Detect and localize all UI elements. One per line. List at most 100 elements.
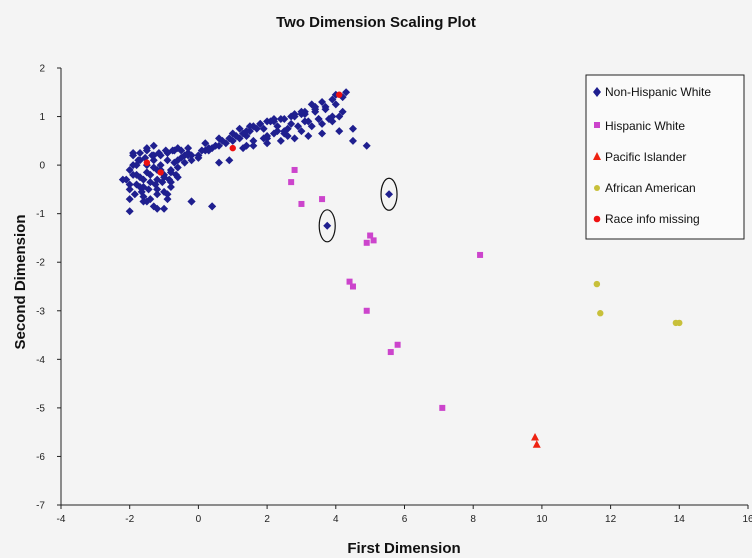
data-point bbox=[201, 139, 210, 148]
series-hispanic-white bbox=[288, 166, 484, 411]
data-point bbox=[160, 204, 169, 213]
data-point bbox=[153, 190, 162, 199]
data-point bbox=[180, 158, 189, 167]
data-point bbox=[531, 433, 540, 441]
data-point bbox=[280, 127, 289, 136]
data-point bbox=[235, 124, 244, 133]
x-tick-label: 4 bbox=[333, 514, 339, 525]
data-point bbox=[129, 148, 138, 157]
data-point bbox=[142, 168, 151, 177]
data-point bbox=[283, 131, 292, 140]
x-tick-label: 10 bbox=[536, 514, 548, 525]
data-point bbox=[394, 341, 401, 348]
data-point bbox=[319, 196, 326, 203]
data-point bbox=[273, 122, 282, 131]
data-point bbox=[184, 144, 193, 153]
data-point bbox=[331, 100, 340, 109]
y-tick-label: -5 bbox=[36, 403, 45, 414]
chart-title: Two Dimension Scaling Plot bbox=[276, 14, 476, 31]
data-point bbox=[142, 197, 151, 206]
data-point bbox=[157, 169, 164, 176]
data-point bbox=[387, 349, 394, 356]
legend-item-pacific-islander: Pacific Islander bbox=[593, 150, 686, 164]
y-tick-label: -7 bbox=[36, 501, 45, 512]
diamond-marker-icon bbox=[593, 87, 601, 97]
y-tick-label: -3 bbox=[36, 306, 45, 317]
data-point bbox=[158, 178, 167, 187]
data-point bbox=[211, 141, 220, 150]
data-point bbox=[225, 156, 234, 165]
data-point bbox=[318, 97, 327, 106]
data-point bbox=[276, 136, 285, 145]
data-point bbox=[280, 114, 289, 123]
data-point bbox=[173, 163, 182, 172]
data-point bbox=[173, 144, 182, 153]
x-tick-label: 16 bbox=[742, 514, 752, 525]
data-point bbox=[297, 127, 306, 136]
data-point bbox=[197, 146, 206, 155]
circle-marker-icon bbox=[594, 185, 600, 191]
data-point bbox=[156, 161, 165, 170]
data-point bbox=[370, 237, 377, 244]
data-point bbox=[215, 158, 224, 167]
data-point bbox=[324, 114, 333, 123]
data-point bbox=[187, 156, 196, 165]
data-point bbox=[249, 136, 258, 145]
x-tick-label: 8 bbox=[470, 514, 476, 525]
data-point bbox=[256, 119, 265, 128]
data-point bbox=[259, 124, 268, 133]
y-tick-label: 1 bbox=[39, 112, 45, 123]
data-point bbox=[132, 161, 141, 170]
data-point bbox=[136, 173, 145, 182]
legend-item-race-info-missing: Race info missing bbox=[593, 212, 700, 226]
data-point bbox=[125, 207, 134, 216]
data-point bbox=[142, 144, 151, 153]
series-race-info-missing bbox=[143, 91, 343, 176]
data-point bbox=[130, 190, 139, 199]
data-point bbox=[269, 117, 278, 126]
data-point bbox=[328, 95, 337, 104]
data-point bbox=[362, 141, 371, 150]
square-marker-icon bbox=[594, 122, 600, 128]
data-point bbox=[290, 134, 299, 143]
data-point bbox=[161, 146, 170, 155]
data-point bbox=[298, 200, 305, 207]
data-point bbox=[597, 310, 604, 317]
data-point bbox=[349, 283, 356, 290]
legend-item-non-hispanic-white: Non-Hispanic White bbox=[593, 85, 711, 99]
data-point bbox=[125, 195, 134, 204]
outlier-annotations bbox=[318, 177, 398, 243]
triangle-marker-icon bbox=[593, 152, 601, 160]
data-point bbox=[288, 179, 295, 186]
x-axis-label: First Dimension bbox=[347, 540, 460, 557]
data-point bbox=[166, 182, 175, 191]
legend-item-hispanic-white: Hispanic White bbox=[594, 119, 685, 133]
y-tick-label: 2 bbox=[39, 64, 45, 75]
outlier-circle bbox=[380, 177, 398, 211]
data-point bbox=[346, 278, 353, 285]
data-point bbox=[336, 91, 343, 98]
data-point bbox=[194, 151, 203, 160]
data-point bbox=[125, 180, 134, 189]
y-axis-label: Second Dimension bbox=[12, 214, 29, 349]
data-point bbox=[139, 192, 148, 201]
x-tick-label: 14 bbox=[674, 514, 686, 525]
data-point bbox=[335, 127, 344, 136]
series-non-hispanic-white bbox=[118, 88, 394, 230]
data-point bbox=[229, 144, 236, 152]
data-point bbox=[263, 134, 272, 143]
legend-label: Pacific Islander bbox=[605, 150, 686, 164]
legend-label: Non-Hispanic White bbox=[605, 85, 711, 99]
data-point bbox=[163, 190, 172, 199]
data-point bbox=[245, 122, 254, 131]
x-tick-label: -4 bbox=[57, 514, 66, 525]
data-point bbox=[144, 185, 153, 194]
data-point bbox=[149, 163, 158, 172]
x-tick-label: 12 bbox=[605, 514, 617, 525]
data-point bbox=[290, 112, 299, 121]
circle-marker-icon bbox=[593, 215, 601, 223]
data-point bbox=[321, 105, 330, 114]
data-point bbox=[385, 190, 394, 199]
x-tick-label: -2 bbox=[125, 514, 134, 525]
